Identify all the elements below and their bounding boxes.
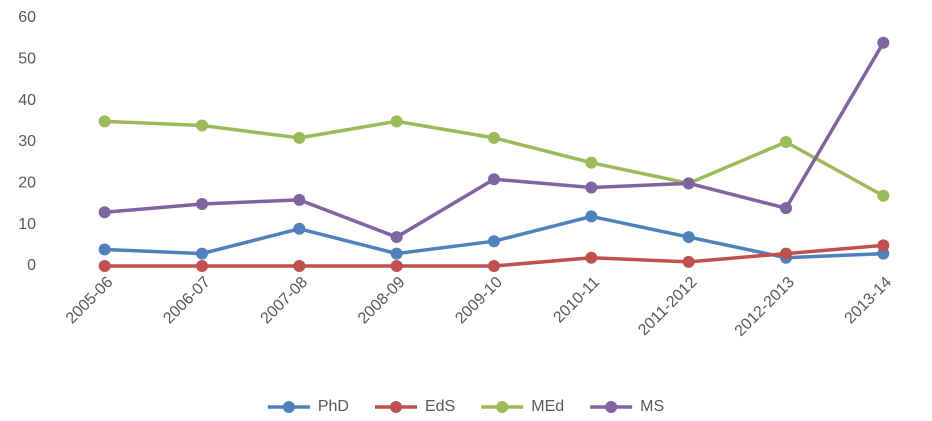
point bbox=[780, 136, 792, 148]
point bbox=[293, 131, 306, 144]
point bbox=[877, 189, 890, 202]
point bbox=[293, 260, 306, 272]
y-tick-label: 20 bbox=[18, 175, 36, 192]
point bbox=[877, 36, 890, 49]
point bbox=[196, 119, 208, 132]
point bbox=[293, 222, 306, 235]
legend-label: PhD bbox=[318, 398, 349, 415]
legend-marker bbox=[389, 401, 402, 413]
legend-label: EdS bbox=[425, 398, 455, 415]
point bbox=[488, 260, 500, 272]
x-tick-label: 2006-07 bbox=[160, 274, 214, 328]
point bbox=[780, 247, 792, 260]
legend-marker bbox=[282, 401, 295, 413]
point bbox=[98, 115, 111, 128]
point bbox=[682, 177, 695, 190]
point bbox=[877, 239, 890, 252]
point bbox=[877, 247, 890, 260]
point bbox=[488, 235, 500, 248]
x-tick-label: 2010-11 bbox=[550, 274, 603, 327]
x-tick-label: 2008-09 bbox=[355, 274, 409, 328]
y-tick-label: 10 bbox=[18, 216, 36, 233]
point bbox=[390, 115, 403, 128]
y-tick-label: 50 bbox=[18, 51, 36, 68]
y-tick-label: 0 bbox=[27, 257, 36, 274]
point bbox=[196, 198, 208, 210]
point bbox=[585, 251, 598, 264]
x-tick-label: 2012-2013 bbox=[732, 274, 798, 340]
point bbox=[585, 156, 598, 169]
legend-label: MS bbox=[640, 398, 664, 415]
x-tick-label: 2005-06 bbox=[63, 274, 117, 328]
y-tick-label: 30 bbox=[18, 133, 36, 150]
y-tick-label: 40 bbox=[18, 92, 36, 109]
point bbox=[390, 231, 403, 244]
point bbox=[585, 210, 598, 223]
point bbox=[390, 260, 403, 272]
x-tick-label: 2013-14 bbox=[842, 274, 896, 328]
legend-label: MEd bbox=[531, 398, 564, 415]
y-tick-label: 60 bbox=[18, 9, 36, 26]
point bbox=[98, 243, 111, 256]
point bbox=[196, 260, 208, 272]
point bbox=[196, 247, 208, 260]
legend-marker bbox=[496, 401, 509, 413]
point bbox=[682, 231, 695, 244]
legend-marker bbox=[605, 401, 618, 413]
point bbox=[390, 247, 403, 260]
point bbox=[98, 260, 111, 272]
x-tick-label: 2007-08 bbox=[258, 274, 312, 328]
point bbox=[488, 173, 500, 186]
point bbox=[488, 131, 500, 144]
point bbox=[682, 255, 695, 268]
point bbox=[585, 181, 598, 194]
point bbox=[98, 206, 111, 219]
point bbox=[780, 202, 792, 215]
x-tick-label: 2009-10 bbox=[452, 274, 506, 328]
x-tick-label: 2011-2012 bbox=[635, 274, 700, 339]
point bbox=[293, 193, 306, 206]
